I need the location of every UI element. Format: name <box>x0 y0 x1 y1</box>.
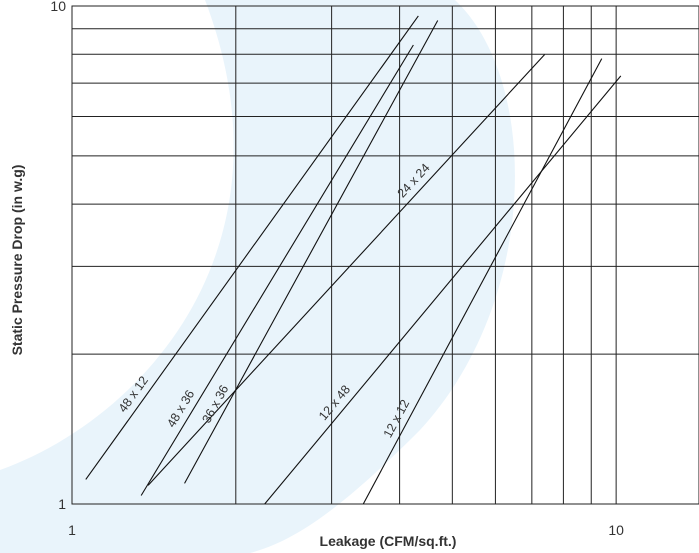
tick-labels: 1 10 1 10 <box>50 0 624 538</box>
series-line-48-x-36 <box>140 44 414 496</box>
series-line-24-x-24 <box>147 54 546 486</box>
grid <box>71 5 699 505</box>
series-line-12-x-48 <box>264 75 622 504</box>
y-tick-label: 1 <box>58 496 66 512</box>
series-lines <box>85 15 622 504</box>
x-tick-label: 1 <box>68 522 76 538</box>
series-line-48-x-12 <box>85 15 419 480</box>
x-tick-label: 10 <box>608 522 624 538</box>
series-line-36-x-36 <box>184 20 439 484</box>
y-axis-title: Static Pressure Drop (in w.g) <box>9 165 25 356</box>
series-line-12-x-12 <box>362 58 603 504</box>
background-swoosh <box>0 0 515 553</box>
plot-background <box>0 0 515 553</box>
y-tick-label: 10 <box>50 0 66 14</box>
plot-frame <box>71 5 699 505</box>
x-axis-title: Leakage (CFM/sq.ft.) <box>320 533 457 549</box>
